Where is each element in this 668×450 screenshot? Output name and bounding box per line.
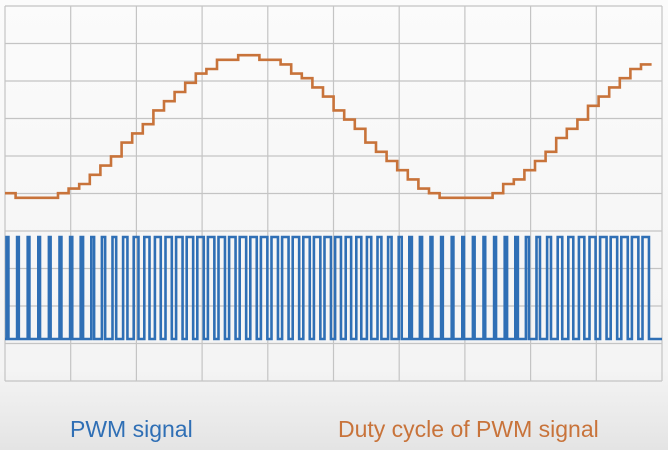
duty-cycle-wave bbox=[5, 53, 652, 200]
pwm-wave bbox=[5, 235, 662, 341]
pwm-label: PWM signal bbox=[70, 416, 193, 442]
grid bbox=[4, 5, 663, 382]
duty-label: Duty cycle of PWM signal bbox=[338, 416, 599, 442]
